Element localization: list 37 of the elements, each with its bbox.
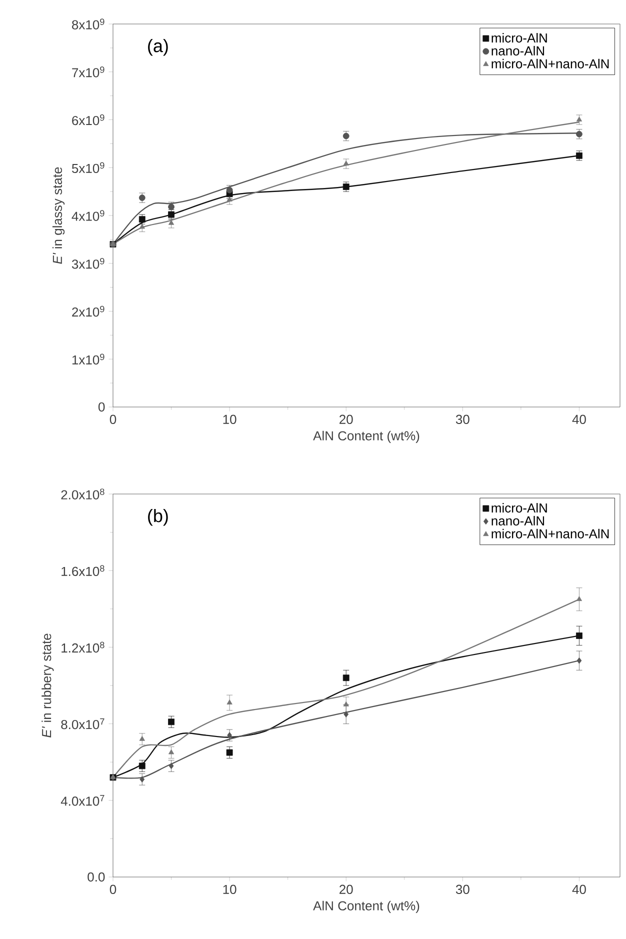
x-tick-label: 40 <box>572 414 586 424</box>
y-tick-label: 0.0 <box>88 872 105 882</box>
annotation: (b) <box>148 509 168 526</box>
x-axis-title: AlN Content (wt%) <box>313 900 420 913</box>
y-axis-title: E' in rubbery state <box>42 634 54 738</box>
legend-label: micro-AlN <box>492 33 547 43</box>
x-tick-label: 30 <box>456 884 470 894</box>
legend-label: micro-AlN+nano-AlN <box>492 528 609 538</box>
x-tick-label: 20 <box>340 414 353 424</box>
y-tick-label: 5x10$^{9}$ <box>72 162 104 174</box>
x-tick-label: 40 <box>572 884 586 894</box>
legend-label: micro-AlN <box>492 503 547 513</box>
x-tick-label: 10 <box>223 414 236 424</box>
x-tick-label: 10 <box>223 884 236 894</box>
y-tick-label: 1x10$^{9}$ <box>72 354 104 365</box>
y-tick-label: 2x10$^{9}$ <box>72 306 104 317</box>
annotation: (a) <box>148 39 168 56</box>
x-tick-label: 0 <box>110 884 116 894</box>
y-tick-label: 2.0x10$^{8}$ <box>61 488 104 500</box>
x-axis-title: AlN Content (wt%) <box>313 430 420 443</box>
y-tick-label: 7x10$^{9}$ <box>72 66 104 78</box>
y-tick-label: 8x10$^{9}$ <box>72 18 104 30</box>
x-tick-label: 0 <box>110 414 116 424</box>
x-tick-label: 20 <box>340 884 353 894</box>
legend-label: nano-AlN <box>492 46 544 56</box>
y-tick-label: 4.0x10$^{7}$ <box>60 795 104 806</box>
y-axis-title: E' in glassy state <box>52 167 65 264</box>
y-tick-label: 1.6x10$^{8}$ <box>62 565 104 576</box>
y-tick-label: 8.0x10$^{7}$ <box>61 718 104 730</box>
x-tick-label: 30 <box>456 414 470 424</box>
y-tick-label: 6x10$^{9}$ <box>72 114 104 126</box>
legend-label: micro-AlN+nano-AlN <box>492 58 609 68</box>
y-tick-label: 4x10$^{9}$ <box>72 210 104 221</box>
y-tick-label: 0 <box>98 402 105 412</box>
y-tick-label: 3x10$^{9}$ <box>72 258 104 269</box>
legend-label: nano-AlN <box>492 516 544 526</box>
y-tick-label: 1.2x10$^{8}$ <box>62 642 104 653</box>
